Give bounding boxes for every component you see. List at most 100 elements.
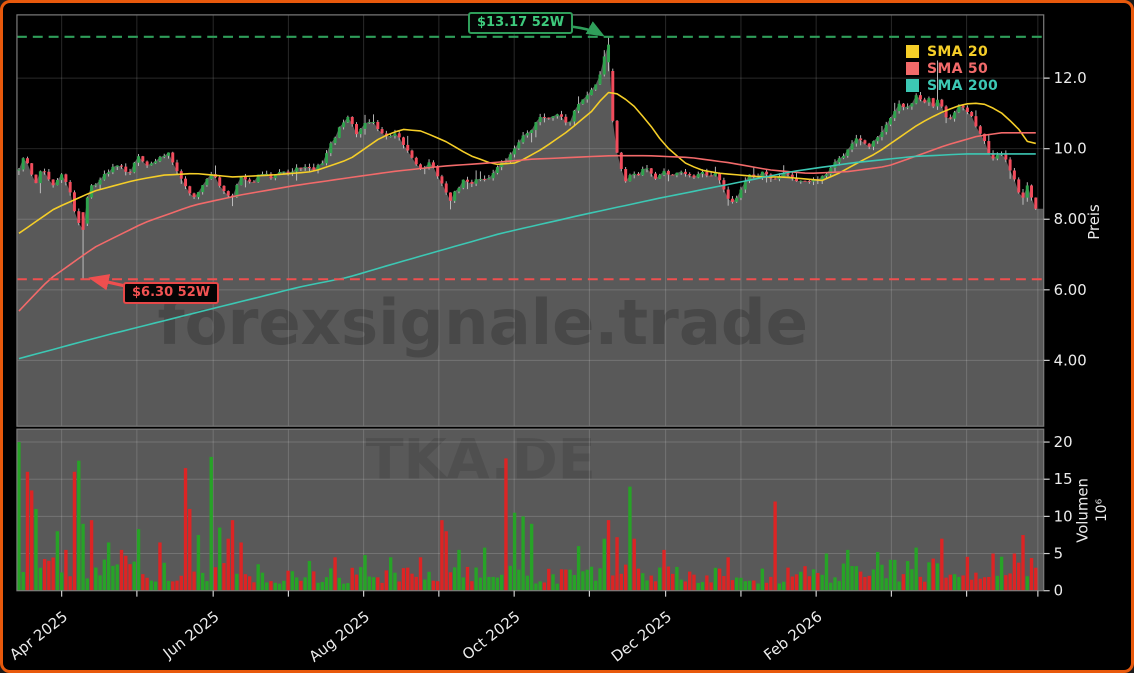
candle-down bbox=[483, 178, 487, 180]
candle-up bbox=[260, 174, 264, 176]
candle-up bbox=[871, 141, 875, 147]
volume-bar bbox=[538, 581, 542, 591]
candle-down bbox=[34, 174, 38, 184]
candle-up bbox=[846, 149, 850, 156]
volume-bar bbox=[359, 567, 363, 591]
candle-down bbox=[448, 192, 452, 201]
volume-bar bbox=[427, 571, 431, 591]
volume-bar bbox=[226, 538, 230, 591]
volume-bar bbox=[739, 577, 743, 591]
candle-down bbox=[64, 174, 68, 182]
candle-down bbox=[867, 143, 871, 147]
candle-up bbox=[290, 171, 294, 173]
candle-up bbox=[201, 185, 205, 193]
volume-bar bbox=[47, 560, 51, 591]
volume-bar bbox=[196, 535, 201, 591]
volume-bar bbox=[619, 573, 623, 591]
candle-up bbox=[235, 185, 239, 198]
volume-bar bbox=[470, 581, 474, 591]
volume-bar bbox=[418, 557, 423, 591]
volume-bar bbox=[688, 571, 692, 591]
candle-down bbox=[175, 162, 179, 172]
candle-down bbox=[51, 179, 55, 186]
volume-bar bbox=[380, 582, 384, 591]
candle-up bbox=[337, 127, 341, 138]
candle-down bbox=[307, 166, 311, 168]
candle-down bbox=[252, 181, 256, 183]
volume-bar bbox=[260, 572, 265, 591]
volume-bar bbox=[517, 569, 521, 591]
volume-bar bbox=[679, 579, 683, 591]
volume-bar bbox=[453, 567, 457, 591]
volume-bar bbox=[482, 547, 487, 591]
candle-down bbox=[671, 174, 675, 176]
volume-bar bbox=[876, 552, 880, 591]
candle-down bbox=[401, 137, 405, 145]
volume-bar bbox=[905, 561, 910, 591]
candle-down bbox=[1012, 170, 1016, 180]
candle-up bbox=[953, 112, 957, 119]
candle-down bbox=[790, 174, 794, 179]
volume-bar bbox=[273, 582, 278, 591]
volume-bar bbox=[487, 576, 491, 591]
volume-bar bbox=[179, 575, 183, 591]
candle-up bbox=[602, 56, 606, 75]
volume-bar bbox=[397, 581, 401, 591]
candle-up bbox=[658, 175, 662, 179]
volume-bar bbox=[256, 564, 260, 591]
candle-up bbox=[645, 168, 649, 170]
volume-bar bbox=[183, 468, 188, 591]
candle-down bbox=[218, 177, 222, 186]
candle-up bbox=[534, 122, 538, 131]
candle-up bbox=[90, 185, 94, 198]
volume-bar bbox=[559, 569, 564, 591]
volume-bar bbox=[606, 520, 611, 591]
volume-bar bbox=[1034, 567, 1038, 591]
volume-bar bbox=[803, 566, 807, 591]
volume-bar bbox=[294, 577, 299, 591]
volume-bar bbox=[124, 555, 128, 591]
volume-bar bbox=[55, 531, 60, 591]
volume-bar bbox=[89, 520, 94, 591]
volume-bar bbox=[858, 571, 863, 591]
volume-bar bbox=[521, 516, 525, 591]
volume-bar bbox=[854, 566, 858, 591]
candle-up bbox=[594, 84, 598, 90]
volume-bar bbox=[175, 580, 179, 591]
volume-bar bbox=[649, 575, 653, 591]
volume-bar bbox=[350, 567, 354, 591]
volume-bar bbox=[34, 508, 38, 591]
candle-up bbox=[876, 137, 880, 142]
candle-down bbox=[961, 105, 965, 108]
candle-down bbox=[923, 99, 927, 103]
volume-bar bbox=[572, 574, 577, 591]
candle-up bbox=[679, 171, 683, 173]
candle-down bbox=[786, 172, 790, 175]
volume-bar bbox=[94, 567, 98, 591]
volume-bar bbox=[312, 571, 316, 591]
candle-up bbox=[372, 121, 376, 123]
volume-bars-group bbox=[17, 442, 1038, 591]
candle-up bbox=[700, 171, 704, 174]
volume-bar bbox=[77, 460, 81, 591]
volume-bar bbox=[700, 582, 705, 591]
volume-bar bbox=[658, 567, 662, 591]
volume-bar bbox=[841, 563, 846, 591]
volume-bar bbox=[504, 458, 508, 591]
volume-bar bbox=[500, 574, 504, 591]
volume-bar bbox=[880, 564, 884, 591]
volume-bar bbox=[508, 565, 512, 591]
sma-line-50 bbox=[18, 132, 1036, 312]
volume-bar bbox=[632, 538, 636, 591]
volume-bar bbox=[222, 563, 226, 591]
volume-bar bbox=[692, 574, 696, 591]
volume-bar bbox=[645, 580, 649, 591]
candle-down bbox=[803, 180, 807, 182]
volume-bar bbox=[235, 573, 239, 591]
volume-bar bbox=[525, 575, 530, 591]
volume-bar bbox=[25, 471, 30, 591]
volume-bar bbox=[64, 549, 68, 591]
volume-bar bbox=[149, 580, 154, 591]
candle-down bbox=[944, 106, 948, 118]
price-tick-label: 4.00 bbox=[1054, 351, 1087, 369]
